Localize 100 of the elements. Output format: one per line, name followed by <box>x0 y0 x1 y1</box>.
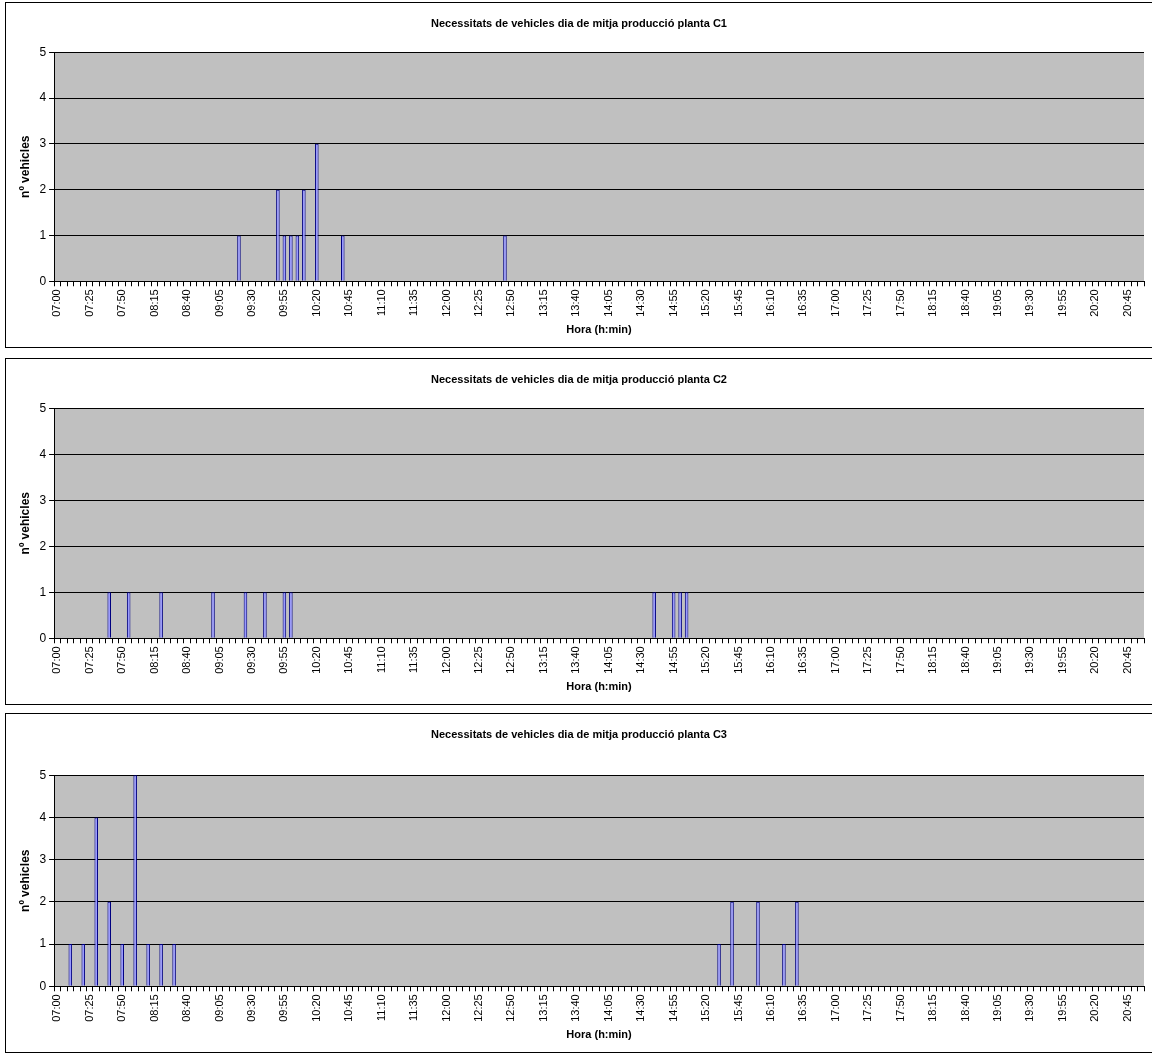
x-tick-label: 18:15 <box>926 646 939 674</box>
x-tick-label: 12:50 <box>504 994 517 1022</box>
y-tick-label: 4 <box>39 446 47 461</box>
x-tick-label: 14:30 <box>634 646 647 674</box>
x-tick-label: 17:00 <box>828 289 841 317</box>
y-tick-label: 5 <box>39 44 47 59</box>
y-tick-label: 0 <box>39 978 47 993</box>
x-tick-label: 18:15 <box>926 994 939 1022</box>
x-tick-label: 14:55 <box>666 646 679 674</box>
x-tick-label: 11:10 <box>374 289 387 316</box>
x-tick-label: 10:20 <box>309 289 322 317</box>
x-tick-label: 19:05 <box>991 994 1004 1022</box>
x-tick-label: 20:45 <box>1120 646 1133 674</box>
x-tick-label: 13:15 <box>536 646 549 674</box>
x-tick-label: 11:35 <box>407 994 420 1021</box>
x-tick-label: 14:05 <box>601 994 614 1022</box>
x-tick-label: 11:10 <box>374 646 387 673</box>
x-tick-label: 16:35 <box>796 289 809 317</box>
x-tick-label: 16:10 <box>763 994 776 1022</box>
x-tick-label: 17:00 <box>828 646 841 674</box>
x-tick-label: 14:05 <box>601 289 614 317</box>
x-tick-label: 08:15 <box>147 646 160 674</box>
x-tick-label: 17:50 <box>893 289 906 317</box>
x-tick-label: 07:25 <box>82 646 95 674</box>
y-tick-label: 2 <box>39 894 47 909</box>
x-tick-label: 17:25 <box>861 646 874 674</box>
x-tick-label: 14:55 <box>666 289 679 317</box>
x-tick-label: 17:00 <box>828 994 841 1022</box>
y-axis-title: nº vehicles <box>17 849 32 912</box>
x-tick-label: 11:10 <box>374 994 387 1021</box>
x-tick-label: 08:40 <box>180 994 193 1022</box>
x-tick-label: 12:00 <box>439 289 452 317</box>
x-tick-label: 20:20 <box>1088 994 1101 1022</box>
x-axis-title: Hora (h:min) <box>566 680 633 693</box>
y-tick-label: 1 <box>39 227 47 242</box>
y-tick-label: 3 <box>39 492 47 507</box>
x-tick-label: 11:35 <box>407 646 420 673</box>
x-tick-label: 14:30 <box>634 289 647 317</box>
x-tick-label: 10:45 <box>342 646 355 674</box>
x-tick-label: 07:00 <box>50 994 63 1022</box>
chart-title: Necessitats de vehicles dia de mitja producció planta C3 <box>431 727 727 740</box>
x-tick-label: 12:00 <box>439 646 452 674</box>
y-tick-label: 5 <box>39 767 47 782</box>
x-tick-label: 12:25 <box>472 289 485 317</box>
x-tick-label: 12:50 <box>504 646 517 674</box>
x-tick-label: 19:55 <box>1055 994 1068 1022</box>
chart-title: Necessitats de vehicles dia de mitja producció planta C1 <box>431 16 727 29</box>
y-tick-label: 4 <box>39 809 47 824</box>
x-tick-label: 20:20 <box>1088 289 1101 317</box>
x-tick-label: 19:30 <box>1023 289 1036 317</box>
x-tick-label: 09:05 <box>212 994 225 1022</box>
x-tick-label: 16:35 <box>796 994 809 1022</box>
x-axis-title: Hora (h:min) <box>566 1028 633 1041</box>
y-tick-label: 0 <box>39 630 47 645</box>
x-tick-label: 12:00 <box>439 994 452 1022</box>
x-tick-label: 13:15 <box>536 994 549 1022</box>
x-tick-label: 16:10 <box>763 646 776 674</box>
x-tick-label: 07:50 <box>115 289 128 317</box>
y-tick-label: 1 <box>39 936 47 951</box>
y-axis-title: nº vehicles <box>17 135 32 198</box>
x-tick-label: 14:55 <box>666 994 679 1022</box>
x-tick-label: 07:00 <box>50 646 63 674</box>
x-tick-label: 20:45 <box>1120 289 1133 317</box>
x-tick-label: 13:15 <box>536 289 549 317</box>
x-tick-label: 10:20 <box>309 994 322 1022</box>
x-tick-label: 11:35 <box>407 289 420 316</box>
x-tick-label: 08:40 <box>180 289 193 317</box>
x-tick-label: 08:40 <box>180 646 193 674</box>
x-tick-label: 09:30 <box>244 646 257 674</box>
x-tick-label: 20:45 <box>1120 994 1133 1022</box>
x-tick-label: 16:35 <box>796 646 809 674</box>
x-tick-label: 08:15 <box>147 994 160 1022</box>
x-tick-label: 08:15 <box>147 289 160 317</box>
x-tick-label: 09:30 <box>244 289 257 317</box>
x-tick-label: 09:55 <box>277 289 290 317</box>
x-tick-label: 12:50 <box>504 289 517 317</box>
x-tick-label: 19:05 <box>991 646 1004 674</box>
x-tick-label: 07:50 <box>115 994 128 1022</box>
x-tick-label: 16:10 <box>763 289 776 317</box>
x-tick-label: 09:05 <box>212 289 225 317</box>
x-tick-label: 07:50 <box>115 646 128 674</box>
y-axis-title: nº vehicles <box>17 491 32 555</box>
x-tick-label: 13:40 <box>569 994 582 1022</box>
x-tick-label: 14:30 <box>634 994 647 1022</box>
x-tick-label: 18:15 <box>926 289 939 317</box>
x-axis-title: Hora (h:min) <box>566 323 633 336</box>
y-tick-label: 3 <box>39 851 47 866</box>
x-tick-label: 09:30 <box>244 994 257 1022</box>
x-tick-label: 07:25 <box>82 289 95 317</box>
x-tick-label: 20:20 <box>1088 646 1101 674</box>
x-tick-label: 18:40 <box>958 994 971 1022</box>
x-tick-label: 17:50 <box>893 994 906 1022</box>
y-tick-label: 1 <box>39 584 47 599</box>
x-tick-label: 17:25 <box>861 289 874 317</box>
y-tick-label: 2 <box>39 181 47 196</box>
x-tick-label: 10:20 <box>309 646 322 674</box>
x-tick-label: 18:40 <box>958 646 971 674</box>
x-tick-label: 10:45 <box>342 994 355 1022</box>
x-tick-label: 15:20 <box>699 994 712 1022</box>
y-tick-label: 4 <box>39 90 47 105</box>
